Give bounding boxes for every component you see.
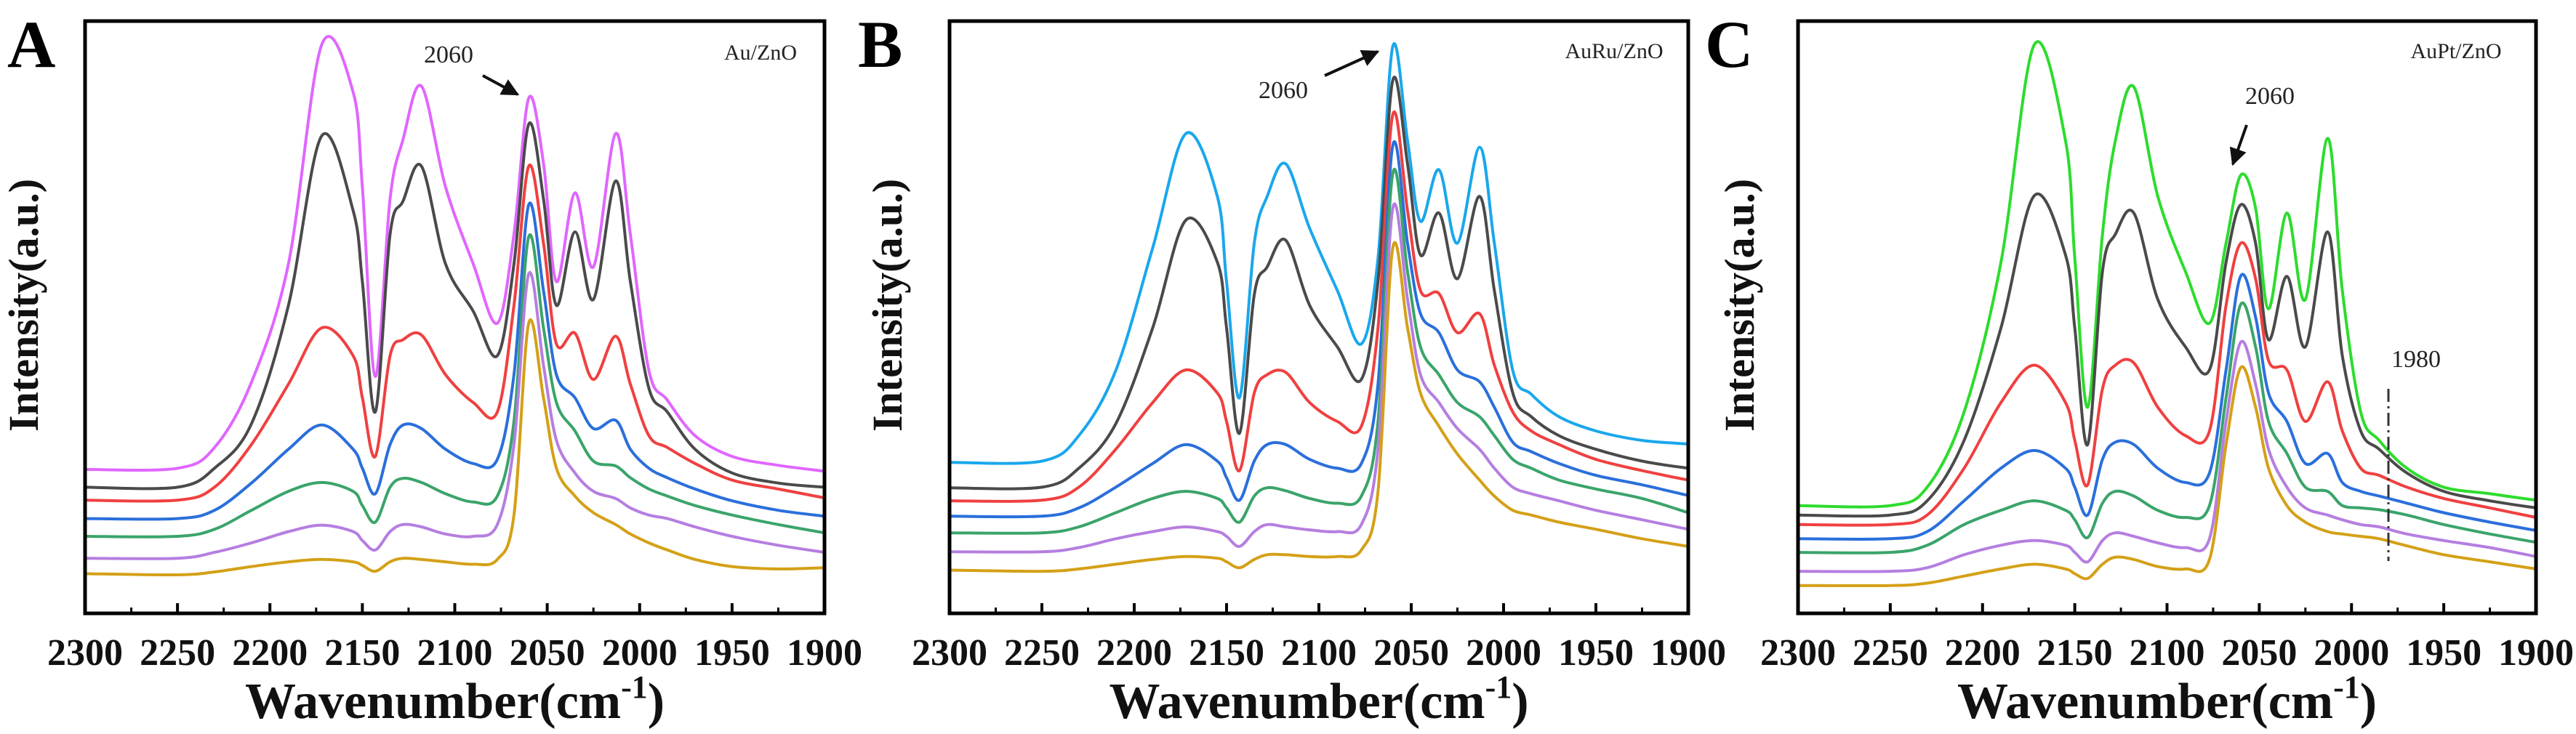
x-axis-label-text: Wavenumber(cm	[245, 674, 621, 730]
panel-c: 2300 2250 2200 2150 2100 2050 2000 1950 1900 Wave…	[1705, 7, 2574, 730]
x-tick-label: 2200	[1096, 632, 1172, 674]
x-tick-label: 2300	[912, 632, 987, 674]
x-tick-label: 2100	[2130, 632, 2205, 674]
spectrum-line-2	[84, 121, 825, 491]
x-axis-label-superscript: -1	[621, 669, 648, 705]
peak-annotation-label: 2060	[424, 41, 473, 68]
sample-label: AuRu/ZnO	[1565, 39, 1664, 63]
x-axis-label-close: )	[2360, 674, 2377, 730]
x-tick-label: 2150	[324, 632, 400, 674]
x-axis-label-text: Wavenumber(cm	[1109, 674, 1485, 730]
x-tick-label: 1950	[694, 632, 770, 674]
x-tick-label: 2000	[602, 632, 678, 674]
x-tick-label: 2100	[417, 632, 493, 674]
x-tick-label: 2000	[1466, 632, 1541, 674]
x-tick-label: 2150	[1189, 632, 1264, 674]
panel-letter: B	[858, 7, 902, 81]
spectrum-line-6	[949, 202, 1689, 554]
x-tick-label: 2200	[1945, 632, 2021, 674]
spectrum-line-2	[1797, 192, 2537, 518]
spectrum-line-1	[84, 35, 825, 473]
x-tick-label: 2250	[140, 632, 215, 674]
x-tick-label: 2100	[1281, 632, 1357, 674]
x-tick-label: 1950	[1558, 632, 1634, 674]
spectrum-line-5	[84, 233, 825, 539]
x-axis-label: Wavenumber(cm-1)	[245, 669, 665, 730]
x-tick-label: 1950	[2406, 632, 2481, 674]
spectrum-line-7	[84, 318, 825, 577]
peak-arrow-icon	[1324, 49, 1380, 77]
y-axis-label: Intensity(a.u.)	[1716, 179, 1763, 432]
spectrum-line-3	[1797, 241, 2537, 527]
x-tick-label: 2250	[1004, 632, 1080, 674]
spectrum-line-6	[1797, 339, 2537, 573]
x-tick-label: 2050	[1373, 632, 1449, 674]
y-axis-label: Intensity(a.u.)	[0, 179, 47, 432]
x-tick-label: 2050	[510, 632, 585, 674]
x-tick-label: 1900	[2498, 632, 2574, 674]
spectrum-line-3	[949, 110, 1689, 503]
y-axis-label: Intensity(a.u.)	[864, 179, 911, 432]
peak-arrow-icon	[2229, 124, 2248, 166]
peak-annotation-label: 2060	[1259, 77, 1308, 104]
spectrum-line-2	[949, 76, 1689, 491]
x-axis-label-text: Wavenumber(cm	[1957, 674, 2333, 730]
panel-a: 2300 2250 2200 2150 2100 2050 2000 1950 1900 Wave…	[0, 7, 862, 730]
x-tick-label: 1900	[1650, 632, 1726, 674]
spectrum-line-6	[84, 270, 825, 560]
peak-annotation-label: 2060	[2245, 83, 2295, 110]
spectrum-line-7	[1797, 365, 2537, 587]
sample-label: AuPt/ZnO	[2410, 39, 2501, 63]
x-axis-label-superscript: -1	[2333, 669, 2360, 705]
x-tick-label: 2250	[1853, 632, 1928, 674]
x-tick-label: 2300	[47, 632, 123, 674]
spectrum-line-4	[1797, 273, 2537, 541]
sample-label: Au/ZnO	[724, 41, 797, 65]
x-axis-label-superscript: -1	[1485, 669, 1512, 705]
x-tick-label: 1900	[787, 632, 862, 674]
x-tick-label: 2300	[1760, 632, 1836, 674]
panel-letter: C	[1705, 7, 1753, 81]
x-axis-label: Wavenumber(cm-1)	[1957, 669, 2377, 730]
marker-line-label: 1980	[2391, 346, 2441, 373]
x-axis-label-close: )	[1512, 674, 1528, 730]
spectrum-line-4	[949, 140, 1689, 519]
spectrum-line-5	[1797, 301, 2537, 554]
plot-frame	[83, 19, 827, 616]
spectrum-line-4	[84, 201, 825, 521]
spectrum-line-1	[949, 42, 1689, 465]
panel-b: 2300 2250 2200 2150 2100 2050 2000 1950 1900 Wave…	[858, 7, 1726, 730]
x-tick-label: 2150	[2037, 632, 2113, 674]
spectrum-line-3	[84, 164, 825, 503]
x-axis-label: Wavenumber(cm-1)	[1109, 669, 1528, 730]
spectrum-line-7	[949, 241, 1689, 573]
peak-arrow-icon	[482, 74, 520, 96]
x-tick-label: 2000	[2314, 632, 2389, 674]
x-tick-label: 2050	[2221, 632, 2297, 674]
x-tick-label: 2200	[232, 632, 308, 674]
x-axis-label-close: )	[648, 674, 665, 730]
panel-letter: A	[7, 7, 55, 81]
spectrum-line-5	[949, 167, 1689, 535]
spectrum-line-1	[1797, 40, 2537, 509]
